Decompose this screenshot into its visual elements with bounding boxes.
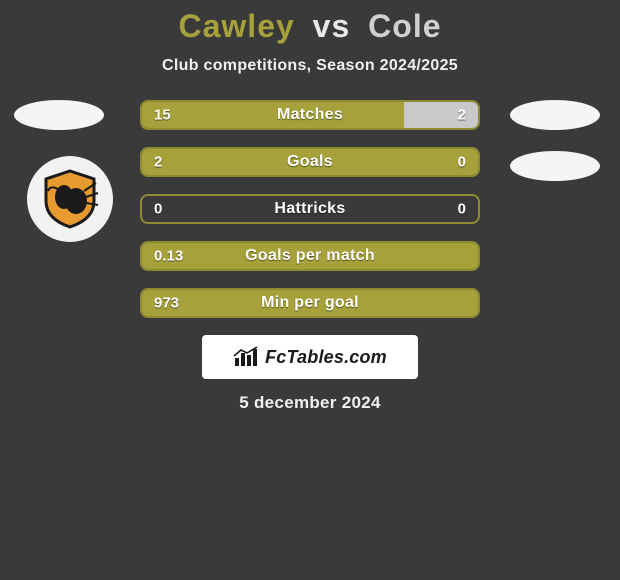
comparison-bars: 152Matches 20Goals 00Hattricks 0.13Goals pe…: [0, 100, 620, 318]
branding-box[interactable]: FcTables.com: [202, 335, 418, 379]
title-player1: Cawley: [179, 8, 295, 44]
title-vs: vs: [313, 8, 351, 44]
stat-label: Min per goal: [142, 294, 478, 312]
player1-avatar-placeholder: [14, 100, 104, 130]
stat-bar: 152Matches: [140, 100, 480, 130]
stat-label: Hattricks: [142, 200, 478, 218]
title-player2: Cole: [368, 8, 441, 44]
branding-text: FcTables.com: [265, 347, 387, 368]
stat-label: Goals: [142, 153, 478, 171]
stat-bar: 0.13Goals per match: [140, 241, 480, 271]
player2-club-placeholder: [510, 151, 600, 181]
stat-bar: 20Goals: [140, 147, 480, 177]
bar-chart-icon: [233, 346, 259, 368]
player2-avatar-placeholder: [510, 100, 600, 130]
stat-bar: 973Min per goal: [140, 288, 480, 318]
club-crest-icon: [38, 167, 102, 231]
comparison-card: Cawley vs Cole Club competitions, Season…: [0, 0, 620, 413]
stat-label: Matches: [142, 106, 478, 124]
subtitle: Club competitions, Season 2024/2025: [0, 57, 620, 75]
date-label: 5 december 2024: [0, 393, 620, 413]
stat-label: Goals per match: [142, 247, 478, 265]
title: Cawley vs Cole: [0, 8, 620, 45]
player1-club-badge: [27, 156, 113, 242]
stat-bar: 00Hattricks: [140, 194, 480, 224]
